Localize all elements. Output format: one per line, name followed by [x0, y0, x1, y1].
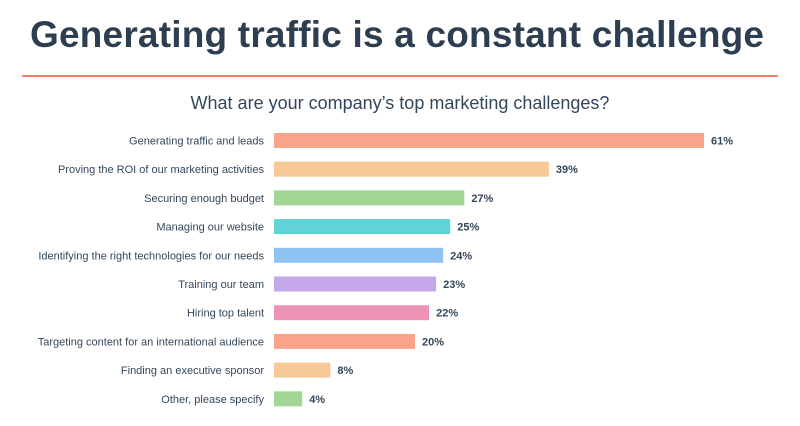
bar: [274, 362, 331, 378]
category-label: Managing our website: [156, 222, 264, 234]
value-label: 23%: [443, 279, 465, 291]
category-label: Securing enough budget: [144, 193, 264, 205]
category-label: Identifying the right technologies for o…: [38, 250, 264, 262]
value-label: 61%: [711, 136, 733, 148]
category-label: Other, please specify: [161, 394, 264, 406]
value-label: 22%: [436, 308, 458, 320]
category-label: Generating traffic and leads: [129, 136, 264, 148]
value-label: 8%: [337, 365, 353, 377]
category-label: Targeting content for an international a…: [38, 336, 264, 348]
bar: [274, 161, 549, 177]
title-divider: [22, 75, 778, 77]
bar: [274, 219, 451, 235]
bar: [274, 333, 415, 349]
category-label: Proving the ROI of our marketing activit…: [58, 164, 265, 176]
value-label: 24%: [450, 250, 472, 262]
value-label: 27%: [471, 193, 493, 205]
value-label: 39%: [556, 164, 578, 176]
category-label: Training our team: [178, 279, 264, 291]
bar: [274, 276, 437, 292]
bar: [274, 133, 704, 148]
value-label: 20%: [422, 336, 444, 348]
chart-title: What are your company’s top marketing ch…: [190, 93, 610, 113]
bar: [274, 391, 303, 407]
bar: [274, 305, 430, 321]
slide-title: Generating traffic is a constant challen…: [30, 14, 765, 55]
value-label: 4%: [309, 394, 325, 406]
value-label: 25%: [457, 222, 479, 234]
bar: [274, 247, 444, 263]
bar: [274, 190, 465, 206]
category-label: Hiring top talent: [187, 308, 264, 320]
category-label: Finding an executive sponsor: [121, 365, 264, 377]
